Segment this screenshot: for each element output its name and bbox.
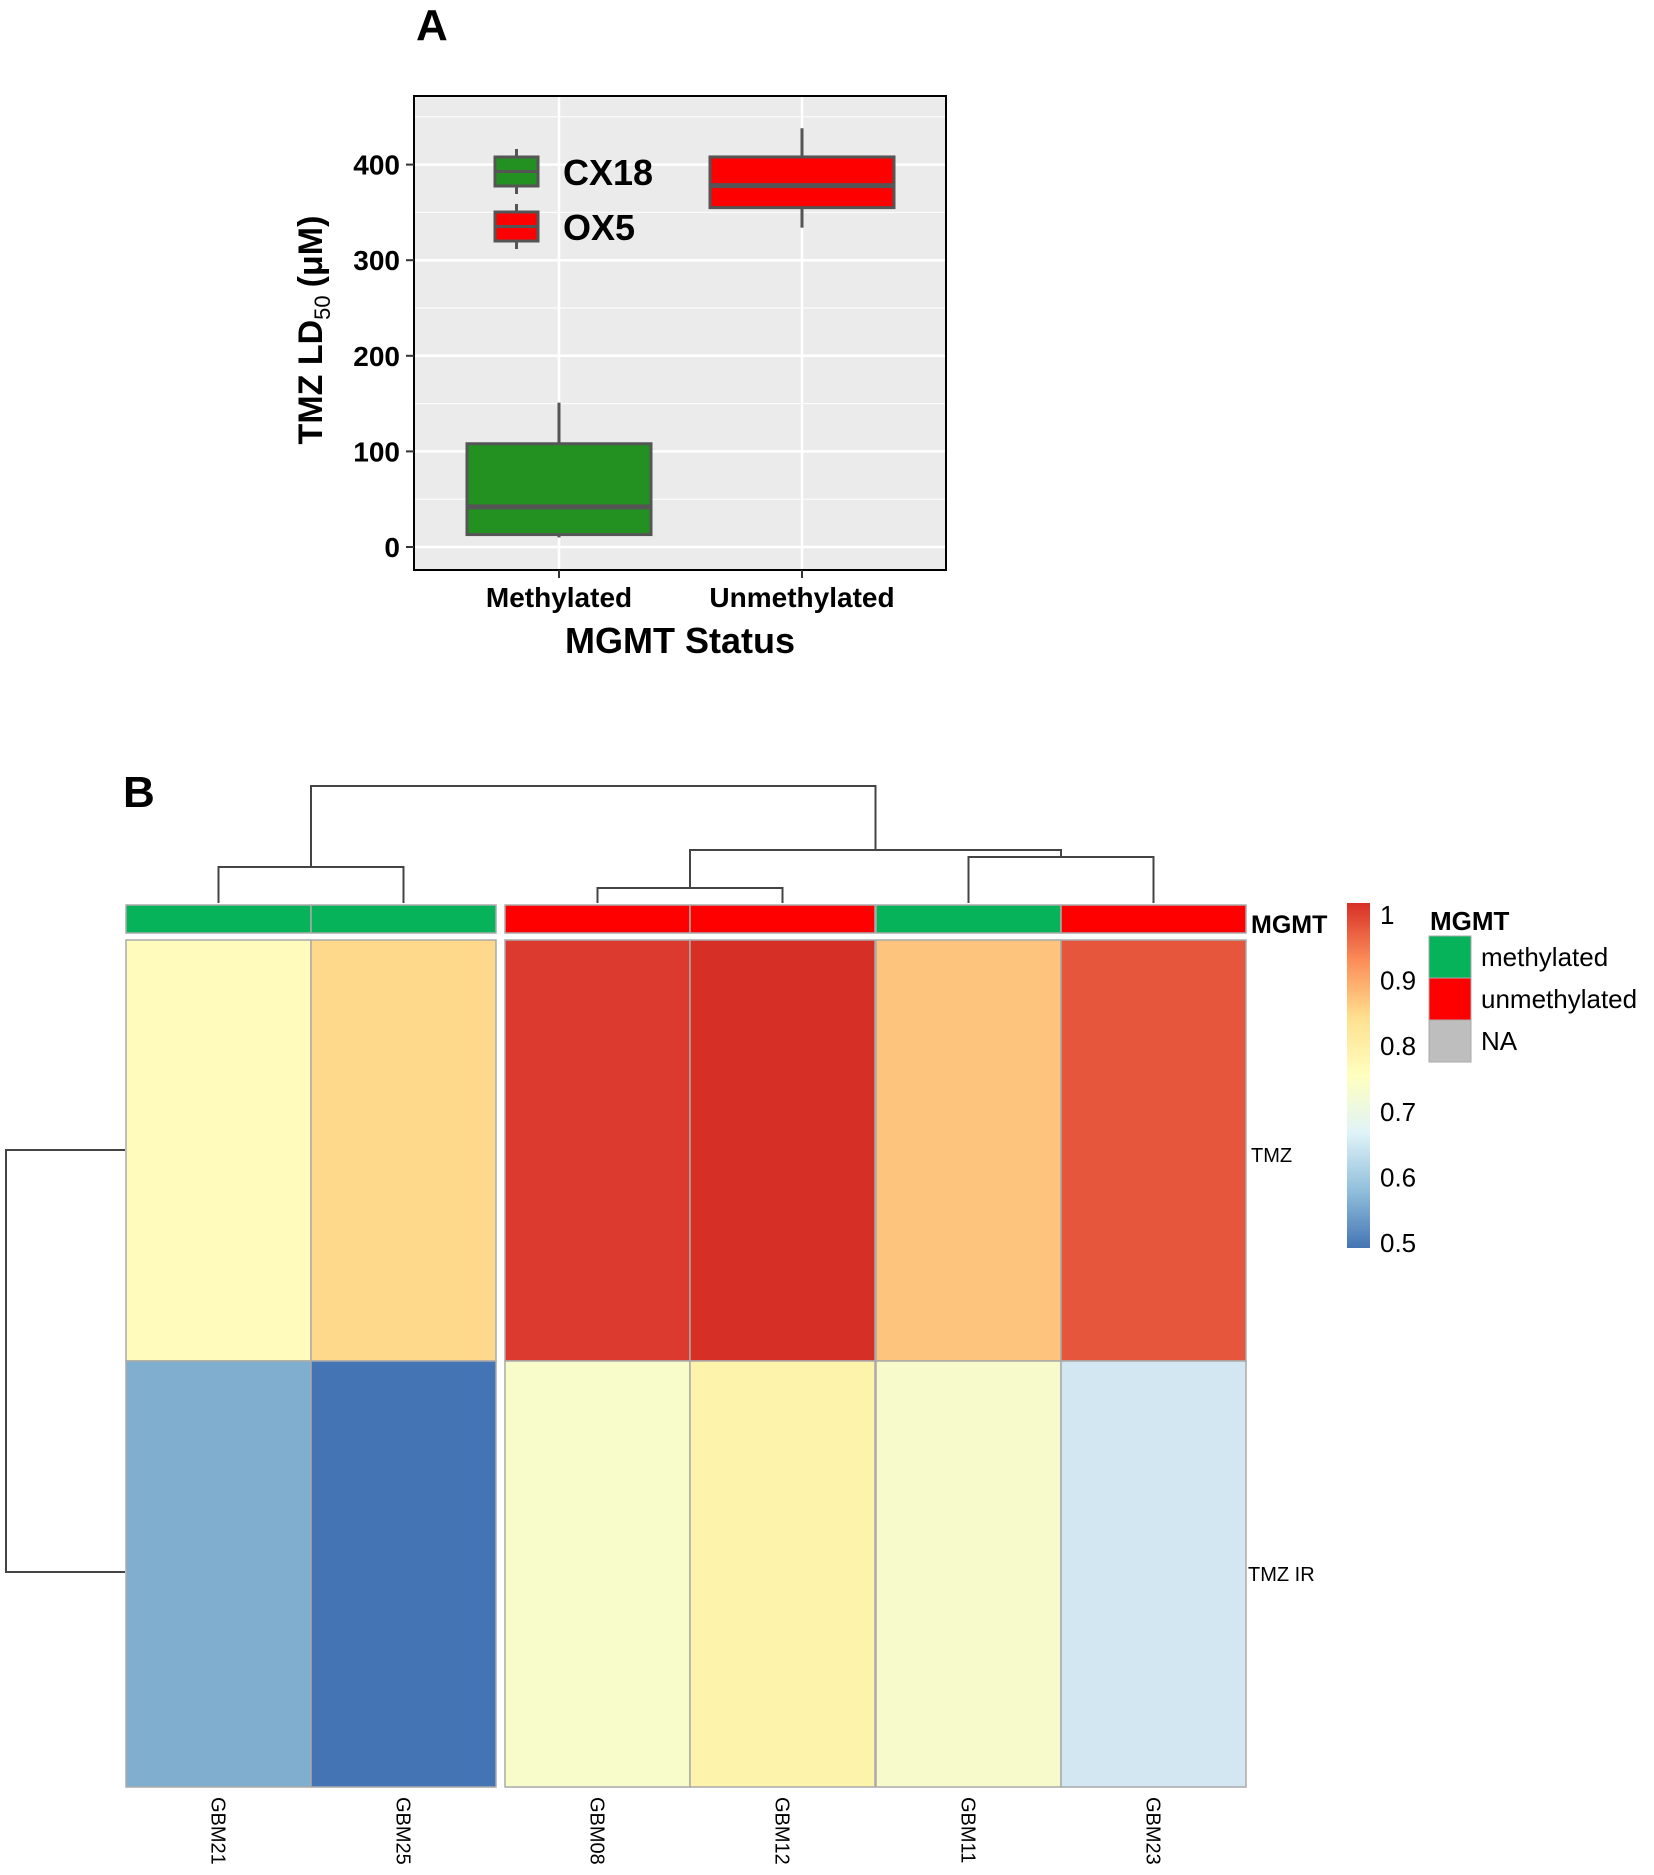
heatmap-cell [125,1360,312,1788]
boxplot-cx18 [465,402,653,538]
heatmap-cell [689,1360,876,1788]
legend-label: OX5 [563,207,635,248]
heatmap-cell [875,1360,1062,1788]
column-label: GBM25 [392,1797,414,1865]
x-tick-label: Unmethylated [709,582,894,613]
y-axis-title-unit: (μM) [292,216,330,288]
dendrogram-branch [689,849,1062,888]
panel-a: A 0 100 200 300 400 Methylated Unmethylated C… [292,1,947,661]
y-axis-title: TMZ LD50 (μM) [292,216,335,445]
boxplot-ox5 [708,128,896,228]
heatmap-cell [310,939,497,1362]
annotation-legend-swatch [1428,977,1472,1021]
color-scale-tick-label: 0.7 [1380,1097,1416,1127]
row-labels: TMZ TMZ IR [1248,1145,1315,1586]
column-label: GBM08 [586,1797,608,1865]
annotation-legend-swatch [1428,935,1472,979]
row-dendrogram [5,1149,125,1573]
color-scale-tick-label: 0.6 [1380,1162,1416,1192]
heatmap-cell [1060,1360,1247,1788]
annotation-cell [310,904,497,934]
column-label: GBM21 [207,1797,229,1865]
color-scale-tick-label: 0.5 [1380,1228,1416,1258]
dendrogram-branch [217,866,405,903]
column-label: GBM11 [957,1797,979,1863]
heatmap-cell [1060,939,1247,1362]
heatmap-cell [125,939,312,1362]
legend-item-ox5: OX5 [493,204,635,249]
annotation-legend-title: MGMT [1430,906,1510,936]
x-axis-title: MGMT Status [565,620,795,661]
dendrogram-branch [596,887,784,903]
annotation-cell [1060,904,1247,934]
y-tick-label: 400 [353,150,400,181]
x-axis-ticks: Methylated Unmethylated [486,570,895,613]
heatmap-cell [689,939,876,1362]
annotation-legend-label: methylated [1481,942,1608,972]
box-iqr [708,155,896,210]
row-label: TMZ IR [1248,1564,1315,1586]
color-scale-legend: 1 0.9 0.8 0.7 0.6 0.5 [1347,900,1416,1258]
row-label: TMZ [1251,1145,1292,1167]
annotation-cell [504,904,691,934]
heatmap-cell [504,1360,691,1788]
panel-a-label: A [416,1,448,50]
panel-b-label: B [123,768,155,817]
annotation-bar-label: MGMT [1251,911,1327,939]
color-scale-tick-label: 0.9 [1380,966,1416,996]
heatmap-cell [875,939,1062,1362]
column-labels: GBM21 GBM25 GBM08 GBM12 GBM11 GBM23 [207,1797,1164,1865]
annotation-cell [125,904,312,934]
annotation-legend-swatch [1428,1019,1472,1063]
legend-item-cx18: CX18 [493,149,653,194]
y-tick-label: 100 [353,436,400,467]
y-axis-title-main: TMZ LD [292,320,330,445]
box-iqr [465,442,653,537]
annotation-legend: MGMT methylated unmethylated NA [1428,906,1637,1063]
annotation-cell [689,904,876,934]
y-tick-label: 300 [353,245,400,276]
y-axis-title-subscript: 50 [310,295,335,319]
heatmap-cell [310,1360,497,1788]
y-axis-ticks: 0 100 200 300 400 [353,150,414,563]
heatmap-cells [125,939,1247,1788]
annotation-legend-label: NA [1481,1026,1518,1056]
boxplots [465,128,896,538]
x-tick-label: Methylated [486,582,632,613]
color-scale-tick-label: 0.8 [1380,1031,1416,1061]
color-scale-bar [1347,903,1370,1248]
annotation-cell [875,904,1062,934]
y-tick-label: 0 [384,532,400,563]
y-tick-label: 200 [353,341,400,372]
color-scale-tick-label: 1 [1380,900,1394,930]
dendrogram-branch [310,785,877,867]
column-dendrogram [217,785,1155,903]
dendrogram-branch [967,856,1155,903]
legend: CX18 OX5 [493,149,653,249]
column-label: GBM23 [1142,1797,1164,1865]
dendrogram-branch [5,1149,125,1573]
annotation-legend-label: unmethylated [1481,984,1637,1014]
column-label: GBM12 [771,1797,793,1865]
heatmap-cell [504,939,691,1362]
legend-label: CX18 [563,152,653,193]
annotation-bar [125,904,1247,934]
plot-panel-border [413,95,947,571]
